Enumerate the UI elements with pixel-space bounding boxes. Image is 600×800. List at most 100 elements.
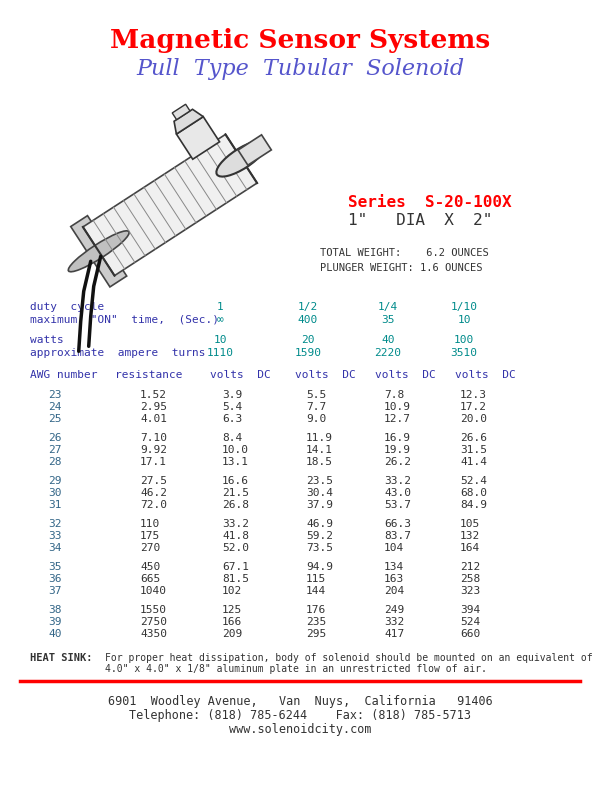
Text: 132: 132 [460,531,480,541]
Text: 5.4: 5.4 [222,402,242,412]
Text: 209: 209 [222,629,242,639]
Text: 68.0: 68.0 [460,488,487,498]
Text: Magnetic Sensor Systems: Magnetic Sensor Systems [110,28,490,53]
Text: 26.2: 26.2 [384,457,411,467]
Text: 4.01: 4.01 [140,414,167,424]
Text: 14.1: 14.1 [306,445,333,455]
Text: 33.2: 33.2 [384,476,411,486]
Text: 12.3: 12.3 [460,390,487,400]
Text: 105: 105 [460,519,480,529]
Text: 2220: 2220 [374,348,401,358]
Text: 10.0: 10.0 [222,445,249,455]
Polygon shape [174,110,203,134]
Text: 37.9: 37.9 [306,500,333,510]
Text: watts: watts [30,335,64,345]
Text: 53.7: 53.7 [384,500,411,510]
Text: 1/2: 1/2 [298,302,318,312]
Text: 23: 23 [48,390,62,400]
Text: 81.5: 81.5 [222,574,249,584]
Polygon shape [172,104,190,120]
Text: 125: 125 [222,605,242,615]
Text: 258: 258 [460,574,480,584]
Text: 20.0: 20.0 [460,414,487,424]
Text: 28: 28 [48,457,62,467]
Text: 7.7: 7.7 [306,402,326,412]
Text: 16.9: 16.9 [384,433,411,443]
Text: 102: 102 [222,586,242,596]
Polygon shape [176,117,220,159]
Text: 110: 110 [140,519,160,529]
Text: AWG number: AWG number [30,370,97,380]
Text: 94.9: 94.9 [306,562,333,572]
Text: 235: 235 [306,617,326,627]
Text: 39: 39 [48,617,62,627]
Ellipse shape [217,141,266,177]
Text: 52.4: 52.4 [460,476,487,486]
Text: 17.1: 17.1 [140,457,167,467]
Text: 7.8: 7.8 [384,390,404,400]
Text: 43.0: 43.0 [384,488,411,498]
Text: 73.5: 73.5 [306,543,333,553]
Text: 6901  Woodley Avenue,   Van  Nuys,  California   91406: 6901 Woodley Avenue, Van Nuys, Californi… [107,695,493,708]
Text: 323: 323 [460,586,480,596]
Text: 59.2: 59.2 [306,531,333,541]
Text: 1/10: 1/10 [451,302,478,312]
Text: maximum  "ON"  time,  (Sec.): maximum "ON" time, (Sec.) [30,315,219,325]
Text: Telephone: (818) 785-6244    Fax: (818) 785-5713: Telephone: (818) 785-6244 Fax: (818) 785… [129,709,471,722]
Text: 25: 25 [48,414,62,424]
Text: 13.1: 13.1 [222,457,249,467]
Text: 2750: 2750 [140,617,167,627]
Text: 1040: 1040 [140,586,167,596]
Text: 33: 33 [48,531,62,541]
Text: 26.6: 26.6 [460,433,487,443]
Text: volts  DC: volts DC [455,370,516,380]
Text: 20: 20 [301,335,315,345]
Text: 4.0" x 4.0" x 1/8" aluminum plate in an unrestricted flow of air.: 4.0" x 4.0" x 1/8" aluminum plate in an … [105,664,487,674]
Text: 332: 332 [384,617,404,627]
Text: 524: 524 [460,617,480,627]
Text: 37: 37 [48,586,62,596]
Text: 10: 10 [213,335,227,345]
Text: 104: 104 [384,543,404,553]
Text: 41.8: 41.8 [222,531,249,541]
Text: 1/4: 1/4 [378,302,398,312]
Text: 24: 24 [48,402,62,412]
Text: For proper heat dissipation, body of solenoid should be mounted on an equivalent: For proper heat dissipation, body of sol… [105,653,593,663]
Text: 1: 1 [217,302,223,312]
Polygon shape [83,134,257,276]
Text: volts  DC: volts DC [375,370,436,380]
Text: 35: 35 [48,562,62,572]
Text: 33.2: 33.2 [222,519,249,529]
Text: approximate  ampere  turns: approximate ampere turns [30,348,205,358]
Text: 100: 100 [454,335,474,345]
Text: 204: 204 [384,586,404,596]
Text: 46.2: 46.2 [140,488,167,498]
Text: 27.5: 27.5 [140,476,167,486]
Text: 270: 270 [140,543,160,553]
Text: 249: 249 [384,605,404,615]
Text: 212: 212 [460,562,480,572]
Text: 1590: 1590 [295,348,322,358]
Ellipse shape [68,231,129,272]
Text: 3510: 3510 [451,348,478,358]
Text: 134: 134 [384,562,404,572]
Text: HEAT SINK:: HEAT SINK: [30,653,92,663]
Text: 660: 660 [460,629,480,639]
Text: 3.9: 3.9 [222,390,242,400]
Text: 144: 144 [306,586,326,596]
Text: 115: 115 [306,574,326,584]
Text: volts  DC: volts DC [210,370,271,380]
Text: 11.9: 11.9 [306,433,333,443]
Text: 84.9: 84.9 [460,500,487,510]
Text: 5.5: 5.5 [306,390,326,400]
Text: 175: 175 [140,531,160,541]
Text: 34: 34 [48,543,62,553]
Text: 1550: 1550 [140,605,167,615]
Text: 52.0: 52.0 [222,543,249,553]
Text: volts  DC: volts DC [295,370,356,380]
Text: 9.0: 9.0 [306,414,326,424]
Text: 1.52: 1.52 [140,390,167,400]
Text: 38: 38 [48,605,62,615]
Text: 26: 26 [48,433,62,443]
Text: 31.5: 31.5 [460,445,487,455]
